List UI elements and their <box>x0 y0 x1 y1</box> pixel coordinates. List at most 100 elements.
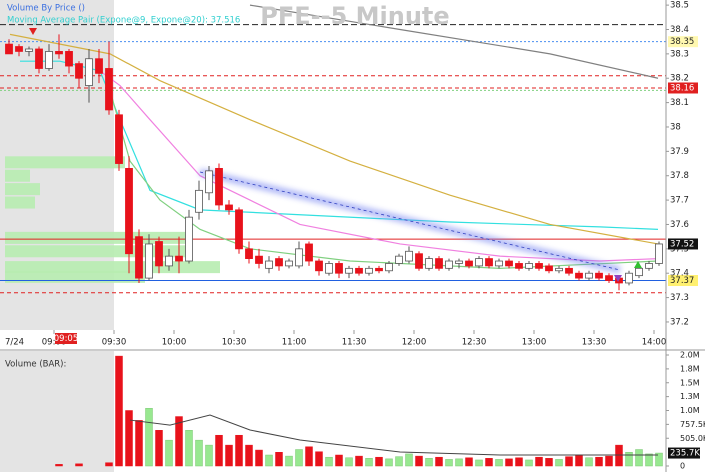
y-tick-label: 38.5 <box>670 1 689 11</box>
volume-by-price-bar <box>5 245 190 258</box>
volume-y-tick-label: 505.0K <box>680 434 705 443</box>
volume-bar <box>265 454 273 467</box>
x-tick-label: 12:00 <box>402 338 427 348</box>
volume-bar <box>475 459 483 467</box>
candle-body <box>555 267 563 272</box>
x-tick-label: 11:00 <box>282 338 307 348</box>
candle-body <box>115 114 123 164</box>
volume-by-price-bar <box>5 231 190 244</box>
volume-bar <box>335 454 343 467</box>
volume-bar <box>515 457 523 467</box>
y-tick-label: 37.4 <box>670 269 689 279</box>
x-tick-label: 09:00 <box>42 338 67 348</box>
volume-bar <box>75 463 83 467</box>
candle-body <box>305 243 313 262</box>
candle-body <box>345 267 353 274</box>
cursor-label: 09:05 <box>54 334 79 344</box>
candle-body <box>535 263 543 269</box>
candle-body <box>495 260 503 267</box>
volume-bar <box>555 459 563 467</box>
volume-bar <box>195 439 203 467</box>
x-tick-label: 10:00 <box>162 338 187 348</box>
volume-bar <box>505 458 513 467</box>
chart-title: PFE--5 Minute <box>260 2 449 30</box>
moving-average <box>9 33 659 245</box>
volume-y-tick-label: 757.5K <box>680 420 705 429</box>
x-tick-label: 09:30 <box>102 338 127 348</box>
candle-body <box>85 58 93 86</box>
candle-body <box>285 260 293 267</box>
volume-bar <box>575 454 583 467</box>
volume-bar <box>615 444 623 467</box>
level-tag <box>668 82 698 94</box>
volume-bar <box>605 455 613 467</box>
candle-body <box>35 48 43 69</box>
volume-bar <box>325 456 333 467</box>
y-tick-label: 38 <box>670 122 681 132</box>
candle-body <box>645 263 653 269</box>
volume-by-price-bar <box>5 156 125 169</box>
over-layer: 38.35 38.16 37.37 38.5 38.4 38.3 38.2 38.1 38 37.… <box>5 1 705 471</box>
candle-body <box>415 253 423 269</box>
volume-bar <box>315 451 323 467</box>
candle-body <box>355 267 363 274</box>
volume-bar <box>305 446 313 467</box>
candle-body <box>635 267 643 277</box>
candle-body <box>185 216 193 262</box>
x-tick-label: 13:30 <box>582 338 607 348</box>
volume-bar <box>565 456 573 467</box>
x-tick-label: 13:00 <box>522 338 547 348</box>
volume-bar <box>655 452 663 467</box>
y-tick-label: 37.7 <box>670 196 689 206</box>
volume-bar <box>205 444 213 467</box>
candle-body <box>175 255 183 262</box>
volume-bar <box>115 355 123 467</box>
candle-body <box>75 63 83 79</box>
candle-body <box>65 51 73 67</box>
volume-bar <box>485 458 493 467</box>
candle-body <box>155 241 163 267</box>
candle-body <box>385 263 393 272</box>
volume-bar <box>105 462 113 467</box>
candle-body <box>105 68 113 111</box>
candle-body <box>225 204 233 211</box>
candle-body <box>215 168 223 206</box>
candle-body <box>465 260 473 267</box>
candle-body <box>595 272 603 279</box>
candle-body <box>605 275 613 281</box>
volume-bar <box>175 416 183 467</box>
volume-y-tick-label: 0 <box>680 462 685 471</box>
volume-bar <box>435 456 443 467</box>
volume-bar <box>595 456 603 467</box>
candle-body <box>165 255 173 267</box>
volume-bar <box>365 458 373 467</box>
volume-bar <box>395 456 403 467</box>
volume-average <box>129 414 658 456</box>
candle-body <box>395 255 403 264</box>
volume-tag <box>668 447 700 459</box>
signal-down <box>614 275 622 282</box>
volume-bar <box>385 458 393 467</box>
volume-bar <box>225 444 233 467</box>
signal-arrow <box>29 28 37 35</box>
moving-average <box>249 4 659 79</box>
volume-by-price-bar <box>5 270 145 283</box>
volume-bar <box>245 444 253 467</box>
y-tick-label: 37.6 <box>670 220 689 230</box>
volume-bar <box>625 452 633 467</box>
level-tag-label: 37.37 <box>670 276 694 286</box>
candle-body <box>205 170 213 194</box>
moving-average <box>99 70 659 262</box>
candle-body <box>95 58 103 74</box>
candle-body <box>25 48 33 52</box>
volume-bar <box>425 458 433 467</box>
volume-bar <box>535 456 543 467</box>
level-tag-label: 38.16 <box>670 83 694 93</box>
volume-bar <box>545 458 553 467</box>
candle-body <box>325 263 333 274</box>
moving-average <box>109 90 659 269</box>
volume-by-price-bar <box>5 196 35 209</box>
volume-bar <box>345 457 353 467</box>
volume-by-price-bar <box>5 169 30 182</box>
